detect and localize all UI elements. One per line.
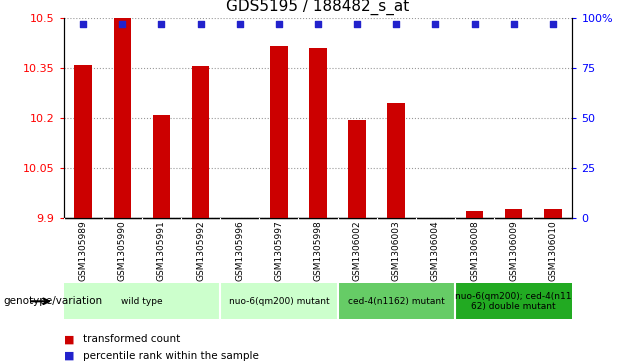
- Text: nuo-6(qm200) mutant: nuo-6(qm200) mutant: [228, 297, 329, 306]
- Bar: [64, 283, 220, 319]
- Bar: [455, 283, 572, 319]
- Point: [273, 21, 284, 27]
- Text: GSM1305996: GSM1305996: [235, 220, 244, 281]
- Text: nuo-6(qm200); ced-4(n11
62) double mutant: nuo-6(qm200); ced-4(n11 62) double mutan…: [455, 291, 572, 311]
- Bar: [309, 48, 327, 218]
- Text: GSM1305992: GSM1305992: [196, 220, 205, 281]
- Bar: [544, 209, 562, 218]
- Text: GSM1306003: GSM1306003: [392, 220, 401, 281]
- Point: [548, 21, 558, 27]
- Bar: [387, 103, 405, 218]
- Text: GSM1306009: GSM1306009: [509, 220, 518, 281]
- Bar: [113, 18, 131, 218]
- Bar: [349, 120, 366, 218]
- Point: [78, 21, 88, 27]
- Point: [391, 21, 401, 27]
- Point: [195, 21, 205, 27]
- Bar: [466, 211, 483, 218]
- Text: ced-4(n1162) mutant: ced-4(n1162) mutant: [348, 297, 445, 306]
- Point: [313, 21, 323, 27]
- Bar: [270, 46, 287, 218]
- Text: GSM1305998: GSM1305998: [314, 220, 322, 281]
- Text: ■: ■: [64, 351, 74, 361]
- Text: GSM1305990: GSM1305990: [118, 220, 127, 281]
- Text: genotype/variation: genotype/variation: [3, 296, 102, 306]
- Text: GSM1306008: GSM1306008: [470, 220, 479, 281]
- Point: [469, 21, 480, 27]
- Text: GSM1305997: GSM1305997: [274, 220, 284, 281]
- Bar: [153, 115, 170, 218]
- Bar: [505, 209, 523, 218]
- Point: [509, 21, 519, 27]
- Bar: [74, 65, 92, 218]
- Point: [156, 21, 167, 27]
- Point: [431, 21, 441, 27]
- Point: [117, 21, 127, 27]
- Text: wild type: wild type: [121, 297, 163, 306]
- Title: GDS5195 / 188482_s_at: GDS5195 / 188482_s_at: [226, 0, 410, 15]
- Point: [235, 21, 245, 27]
- Bar: [192, 66, 209, 218]
- Text: transformed count: transformed count: [83, 334, 180, 344]
- Text: GSM1306010: GSM1306010: [548, 220, 557, 281]
- Bar: [220, 283, 338, 319]
- Text: GSM1306002: GSM1306002: [352, 220, 362, 281]
- Text: GSM1305989: GSM1305989: [79, 220, 88, 281]
- Bar: [338, 283, 455, 319]
- Text: percentile rank within the sample: percentile rank within the sample: [83, 351, 259, 361]
- Text: GSM1305991: GSM1305991: [157, 220, 166, 281]
- Point: [352, 21, 363, 27]
- Text: GSM1306004: GSM1306004: [431, 220, 440, 281]
- Text: ■: ■: [64, 334, 74, 344]
